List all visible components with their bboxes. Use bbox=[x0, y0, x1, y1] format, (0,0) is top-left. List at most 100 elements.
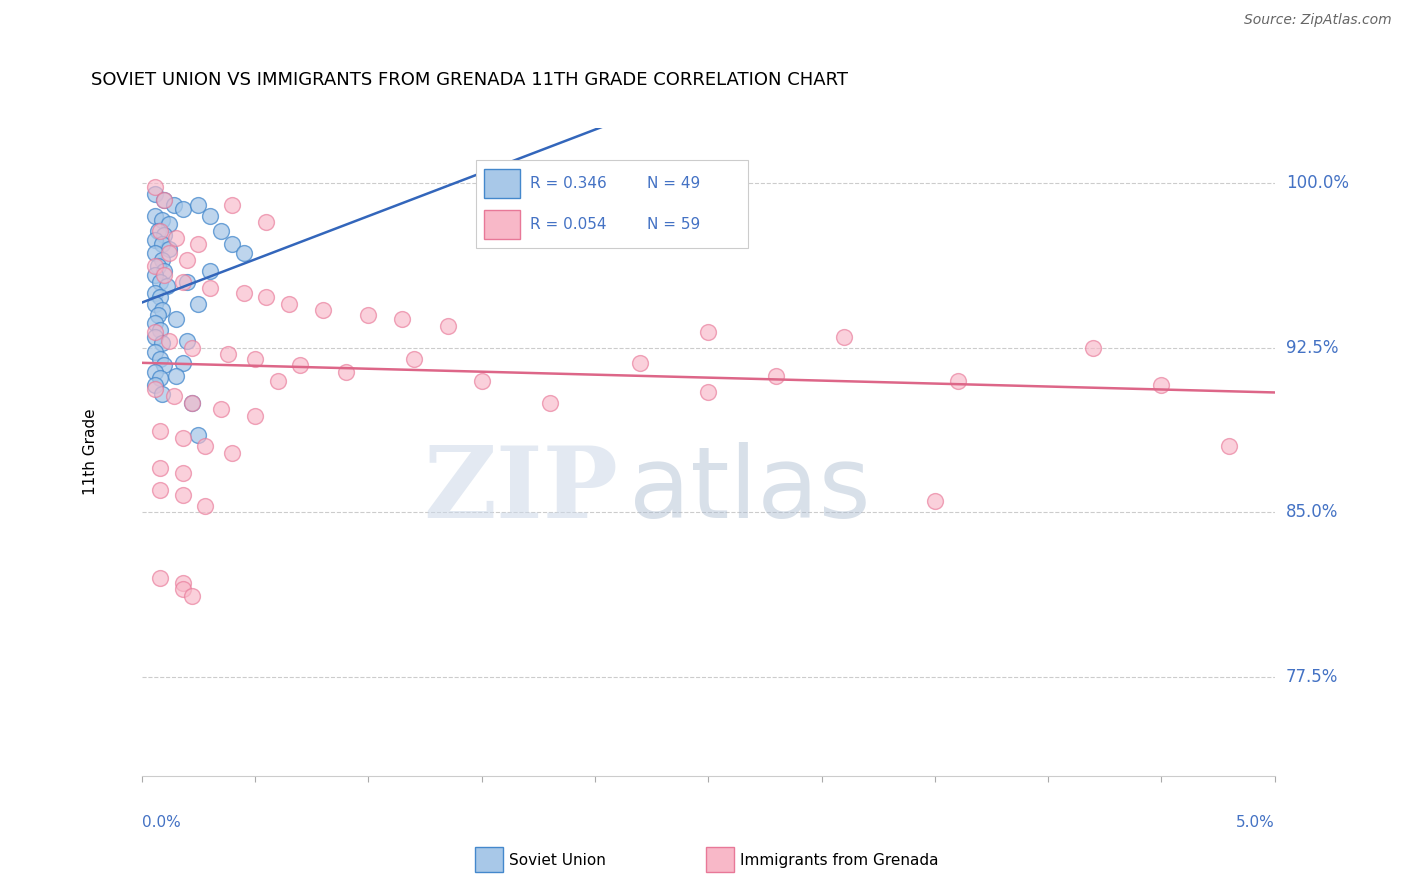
Point bbox=[145, 285, 167, 300]
Point bbox=[946, 374, 969, 388]
Point bbox=[924, 494, 946, 508]
Point bbox=[180, 341, 202, 355]
Point bbox=[180, 395, 202, 409]
Point bbox=[153, 358, 176, 372]
Point bbox=[198, 263, 221, 277]
Point bbox=[243, 351, 266, 366]
Point bbox=[157, 246, 180, 260]
Point bbox=[156, 279, 179, 293]
Point bbox=[402, 351, 425, 366]
Point bbox=[153, 268, 176, 282]
Point bbox=[150, 237, 173, 252]
Point bbox=[145, 296, 167, 310]
Point bbox=[471, 374, 494, 388]
Point bbox=[145, 317, 167, 331]
Text: ZIP: ZIP bbox=[423, 442, 617, 540]
Point bbox=[157, 242, 180, 256]
Point bbox=[1083, 341, 1105, 355]
Point bbox=[180, 589, 202, 603]
Point bbox=[697, 325, 720, 339]
Point bbox=[538, 395, 561, 409]
Point bbox=[145, 345, 167, 359]
Point bbox=[1150, 378, 1173, 392]
Point bbox=[172, 488, 194, 502]
Point bbox=[172, 466, 194, 480]
Point bbox=[145, 378, 167, 392]
Point bbox=[256, 215, 278, 229]
Text: 92.5%: 92.5% bbox=[1286, 339, 1339, 357]
Point bbox=[150, 386, 173, 401]
Point bbox=[180, 395, 202, 409]
Point bbox=[157, 334, 180, 348]
Text: Soviet Union: Soviet Union bbox=[509, 854, 606, 868]
Point bbox=[150, 213, 173, 227]
Point bbox=[278, 296, 301, 310]
Point bbox=[243, 409, 266, 423]
Point bbox=[312, 303, 335, 318]
Point bbox=[149, 224, 172, 238]
Point bbox=[149, 371, 172, 385]
Text: 100.0%: 100.0% bbox=[1286, 174, 1348, 192]
Point bbox=[172, 431, 194, 445]
Point bbox=[172, 575, 194, 590]
Point bbox=[146, 224, 169, 238]
Point bbox=[765, 369, 787, 384]
Point bbox=[176, 275, 198, 289]
Point bbox=[149, 323, 172, 337]
Point bbox=[1218, 440, 1240, 454]
Point bbox=[194, 499, 217, 513]
Point bbox=[153, 263, 176, 277]
Point bbox=[149, 290, 172, 304]
Point bbox=[146, 308, 169, 322]
Text: 11th Grade: 11th Grade bbox=[83, 409, 98, 495]
Point bbox=[221, 237, 243, 252]
Point bbox=[221, 197, 243, 211]
Point bbox=[172, 356, 194, 370]
Point bbox=[628, 356, 651, 370]
Point bbox=[232, 246, 254, 260]
Text: 0.0%: 0.0% bbox=[142, 815, 180, 830]
Text: 77.5%: 77.5% bbox=[1286, 668, 1339, 686]
Point bbox=[145, 246, 167, 260]
Point bbox=[149, 483, 172, 498]
Point bbox=[165, 369, 187, 384]
Point bbox=[436, 318, 458, 333]
Point bbox=[149, 351, 172, 366]
Point bbox=[267, 374, 290, 388]
Point bbox=[145, 365, 167, 379]
Point bbox=[162, 197, 184, 211]
Point bbox=[187, 237, 209, 252]
Point bbox=[149, 571, 172, 585]
Point bbox=[165, 230, 187, 244]
Point bbox=[290, 358, 312, 372]
Point bbox=[153, 228, 176, 243]
Point bbox=[198, 281, 221, 295]
Point bbox=[149, 461, 172, 475]
Point bbox=[153, 194, 176, 208]
Point bbox=[217, 347, 239, 361]
Text: 85.0%: 85.0% bbox=[1286, 503, 1339, 522]
Point bbox=[149, 275, 172, 289]
Point bbox=[176, 334, 198, 348]
Point bbox=[149, 424, 172, 438]
Point bbox=[209, 402, 232, 417]
Point bbox=[165, 312, 187, 326]
Point bbox=[221, 446, 243, 460]
Point bbox=[209, 224, 232, 238]
Point bbox=[157, 218, 180, 232]
Point bbox=[146, 259, 169, 273]
Point bbox=[150, 303, 173, 318]
Point bbox=[187, 428, 209, 442]
Point bbox=[194, 440, 217, 454]
Point bbox=[256, 290, 278, 304]
Point bbox=[145, 186, 167, 201]
Point bbox=[153, 194, 176, 208]
Point bbox=[391, 312, 413, 326]
Point bbox=[187, 296, 209, 310]
Point bbox=[832, 329, 855, 343]
Point bbox=[145, 180, 167, 194]
Point bbox=[198, 209, 221, 223]
Point bbox=[145, 209, 167, 223]
Point bbox=[335, 365, 357, 379]
Point bbox=[145, 329, 167, 343]
